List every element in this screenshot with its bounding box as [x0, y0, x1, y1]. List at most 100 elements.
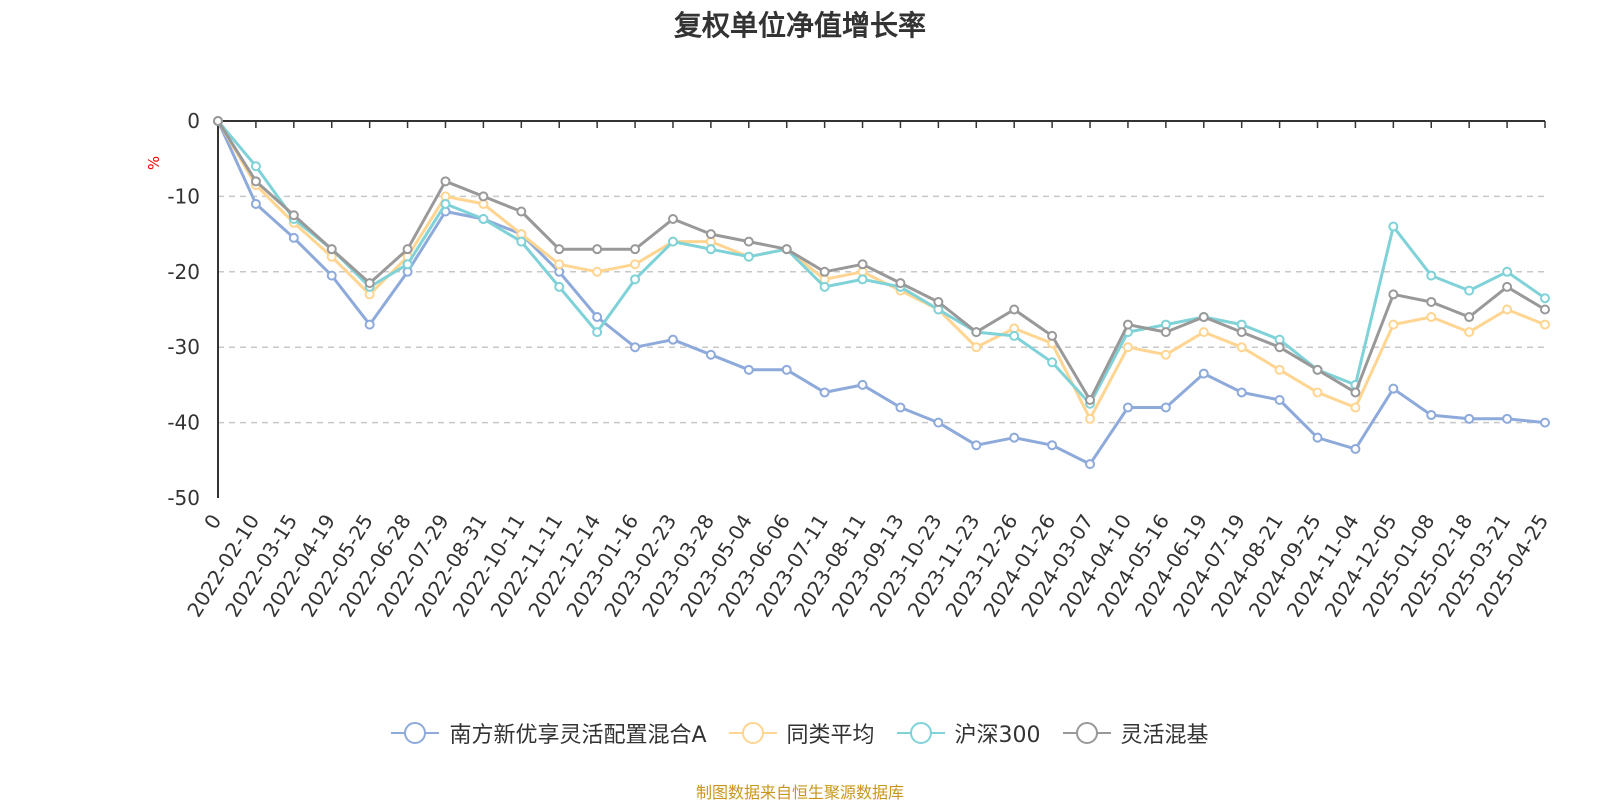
series-point [743, 251, 754, 262]
series-point [971, 342, 982, 353]
legend-label: 同类平均 [786, 723, 875, 748]
series-point [1502, 266, 1513, 277]
grid-lines [218, 120, 1545, 424]
series-point [592, 312, 603, 323]
series-point [630, 274, 641, 285]
series-point [933, 417, 944, 428]
series-point [250, 161, 261, 172]
series-point [1274, 394, 1285, 405]
series-point [326, 244, 337, 255]
series-point [1502, 413, 1513, 424]
series-point [1160, 349, 1171, 360]
series-point [1122, 342, 1133, 353]
series-point [857, 274, 868, 285]
series-point [743, 364, 754, 375]
series-point [592, 266, 603, 277]
series-group [213, 116, 1550, 424]
legend-item[interactable]: 同类平均 [728, 717, 875, 749]
legend-item[interactable]: 灵活混基 [1062, 717, 1209, 749]
series-point [630, 342, 641, 353]
series-point [705, 244, 716, 255]
series-group [213, 116, 1550, 470]
legend-label: 灵活混基 [1120, 723, 1209, 748]
series-point [819, 281, 830, 292]
series-point [1350, 402, 1361, 413]
series-line [216, 120, 1546, 406]
series-point [364, 319, 375, 330]
series-point [743, 236, 754, 247]
legend-marker-icon [391, 722, 440, 744]
series-point [1009, 432, 1020, 443]
series-point [1540, 293, 1550, 304]
series-point [478, 191, 489, 202]
axes: 0-10-20-30-40-5002022-02-102022-03-15202… [167, 109, 1553, 621]
series-point [1236, 327, 1247, 338]
series-point [1426, 270, 1437, 281]
series-point [1388, 383, 1399, 394]
legend-item[interactable]: 沪深300 [896, 717, 1041, 749]
series-line [216, 120, 1546, 421]
series-point [1085, 394, 1096, 405]
y-tick-label: -40 [167, 411, 200, 435]
y-tick-label: 0 [187, 109, 200, 133]
series-line [216, 120, 1546, 402]
series-point [1274, 364, 1285, 375]
series-point [516, 236, 527, 247]
series-point [1312, 364, 1323, 375]
y-tick-label: -10 [167, 184, 200, 208]
series-point [1274, 342, 1285, 353]
series-point [1464, 327, 1475, 338]
series-point [1350, 387, 1361, 398]
series-point [1312, 387, 1323, 398]
series-point [971, 440, 982, 451]
series-point [592, 327, 603, 338]
series-point [250, 198, 261, 209]
series-point [516, 206, 527, 217]
series-point [1426, 410, 1437, 421]
series-point [592, 244, 603, 255]
series-point [402, 244, 413, 255]
series-point [1236, 387, 1247, 398]
series-point [933, 296, 944, 307]
y-tick-label: -50 [167, 486, 200, 510]
series-point [250, 176, 261, 187]
x-tick-label: 0 [199, 510, 226, 534]
series-point [1502, 281, 1513, 292]
series-point [1312, 432, 1323, 443]
series-point [1388, 319, 1399, 330]
series-point [213, 116, 223, 126]
legend-item[interactable]: 南方新优享灵活配置混合A [391, 717, 707, 749]
legend-marker-icon [728, 722, 777, 744]
series-point [971, 327, 982, 338]
series-point [364, 278, 375, 289]
series-point [1464, 285, 1475, 296]
series-point [857, 379, 868, 390]
series-point [1540, 417, 1550, 428]
legend-marker-icon [896, 722, 945, 744]
series-line [216, 120, 1546, 466]
series-point [819, 266, 830, 277]
series-point [1160, 402, 1171, 413]
series-point [1502, 304, 1513, 315]
series-point [667, 334, 678, 345]
series-point [326, 270, 337, 281]
series-point [630, 259, 641, 270]
series-point [1122, 319, 1133, 330]
legend: 南方新优享灵活配置混合A 同类平均 沪深300 灵活混基 [0, 717, 1600, 749]
series-point [478, 214, 489, 225]
series-point [554, 259, 565, 270]
series-point [781, 244, 792, 255]
series-point [554, 244, 565, 255]
legend-label: 南方新优享灵活配置混合A [449, 723, 707, 748]
series-point [1540, 304, 1550, 315]
series-point [1464, 413, 1475, 424]
series-group [213, 116, 1550, 405]
series-point [1426, 296, 1437, 307]
series-point [1350, 443, 1361, 454]
series-point [705, 229, 716, 240]
series-point [1388, 221, 1399, 232]
series-point [1047, 357, 1058, 368]
series-point [819, 387, 830, 398]
legend-marker-icon [1062, 722, 1111, 744]
series-point [1009, 330, 1020, 341]
